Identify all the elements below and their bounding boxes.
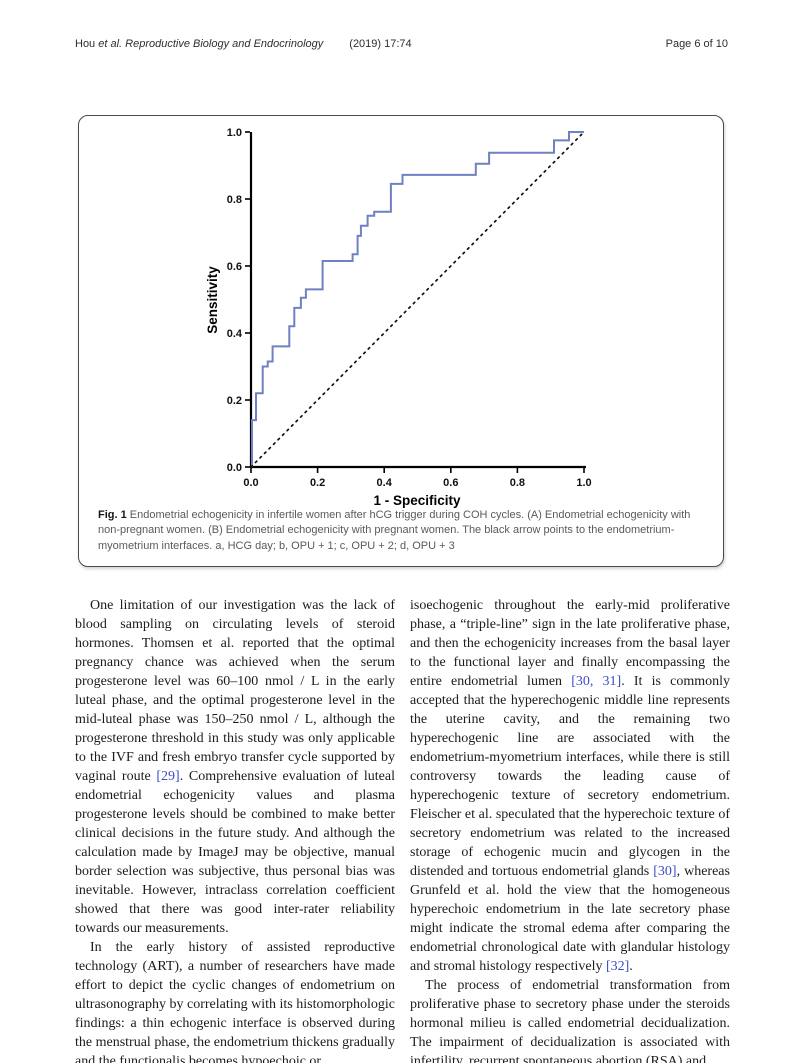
figure-1-box: 0.0 0.2 0.4 0.6 0.8 1.0 0.0 0.2 0.4 0.6 0.8 1.0 1 -…	[78, 115, 724, 567]
body-column-right: isoechogenic throughout the early-mid pr…	[410, 596, 730, 1063]
x-tick-label: 0.6	[443, 477, 458, 489]
body-text-run: . It is commonly accepted that the hyper…	[410, 674, 731, 879]
y-tick-label: 0.0	[227, 462, 242, 474]
body-columns: One limitation of our investigation was …	[75, 596, 730, 1063]
body-paragraph: In the early history of assisted reprodu…	[75, 938, 395, 1063]
roc-chart-svg: 0.0 0.2 0.4 0.6 0.8 1.0 0.0 0.2 0.4 0.6 0.8 1.0 1 -…	[205, 127, 592, 508]
y-tick-label: 0.8	[227, 194, 242, 206]
roc-curve	[251, 131, 584, 467]
x-tick-label: 0.0	[243, 477, 258, 489]
x-tick-label: 0.4	[377, 477, 393, 489]
body-text-run: . Comprehensive evaluation of luteal end…	[75, 769, 395, 936]
body-paragraph: isoechogenic throughout the early-mid pr…	[410, 596, 730, 976]
header-journal: et al. Reproductive Biology and Endocrin…	[98, 38, 324, 50]
roc-chart: 0.0 0.2 0.4 0.6 0.8 1.0 0.0 0.2 0.4 0.6 0.8 1.0 1 -…	[204, 124, 624, 516]
y-axis-title: Sensitivity	[205, 266, 220, 334]
figure-caption-text: Endometrial echogenicity in infertile wo…	[98, 509, 691, 552]
citation-link[interactable]: [30, 31]	[571, 674, 622, 689]
body-text-run: One limitation of our investigation was …	[75, 598, 395, 784]
x-tick-label: 0.2	[310, 477, 325, 489]
body-text-run: In the early history of assisted reprodu…	[75, 940, 396, 1063]
body-paragraph: The process of endometrial transformatio…	[410, 976, 730, 1063]
y-tick-label: 0.6	[227, 261, 242, 273]
citation-link[interactable]: [32]	[605, 959, 630, 974]
y-tick-label: 1.0	[227, 127, 242, 139]
header-citation: (2019) 17:74	[349, 38, 412, 50]
y-tick-label: 0.2	[227, 395, 242, 407]
running-header: Hou et al. Reproductive Biology and Endo…	[75, 38, 728, 50]
x-axis-title: 1 - Specificity	[373, 493, 461, 508]
header-page-number: Page 6 of 10	[665, 38, 728, 50]
x-tick-label: 0.8	[510, 477, 525, 489]
figure-caption-label: Fig. 1	[98, 509, 127, 521]
reference-line	[250, 131, 585, 468]
body-column-left: One limitation of our investigation was …	[75, 596, 395, 1063]
header-author: Hou	[75, 38, 99, 50]
body-text-run: , whereas Grunfeld et al. hold the view …	[410, 864, 730, 974]
body-paragraph: One limitation of our investigation was …	[75, 596, 395, 938]
body-text-run: .	[629, 959, 633, 974]
body-text-run: The process of endometrial transformatio…	[410, 978, 730, 1063]
body-text-run: isoechogenic throughout the early-mid pr…	[410, 598, 730, 689]
x-tick-label: 1.0	[576, 477, 591, 489]
y-tick-label: 0.4	[227, 328, 243, 340]
citation-link[interactable]: [29]	[156, 769, 180, 784]
header-left: Hou et al. Reproductive Biology and Endo…	[75, 38, 412, 50]
citation-link[interactable]: [30]	[653, 864, 677, 879]
figure-caption: Fig. 1 Endometrial echogenicity in infer…	[98, 508, 697, 554]
